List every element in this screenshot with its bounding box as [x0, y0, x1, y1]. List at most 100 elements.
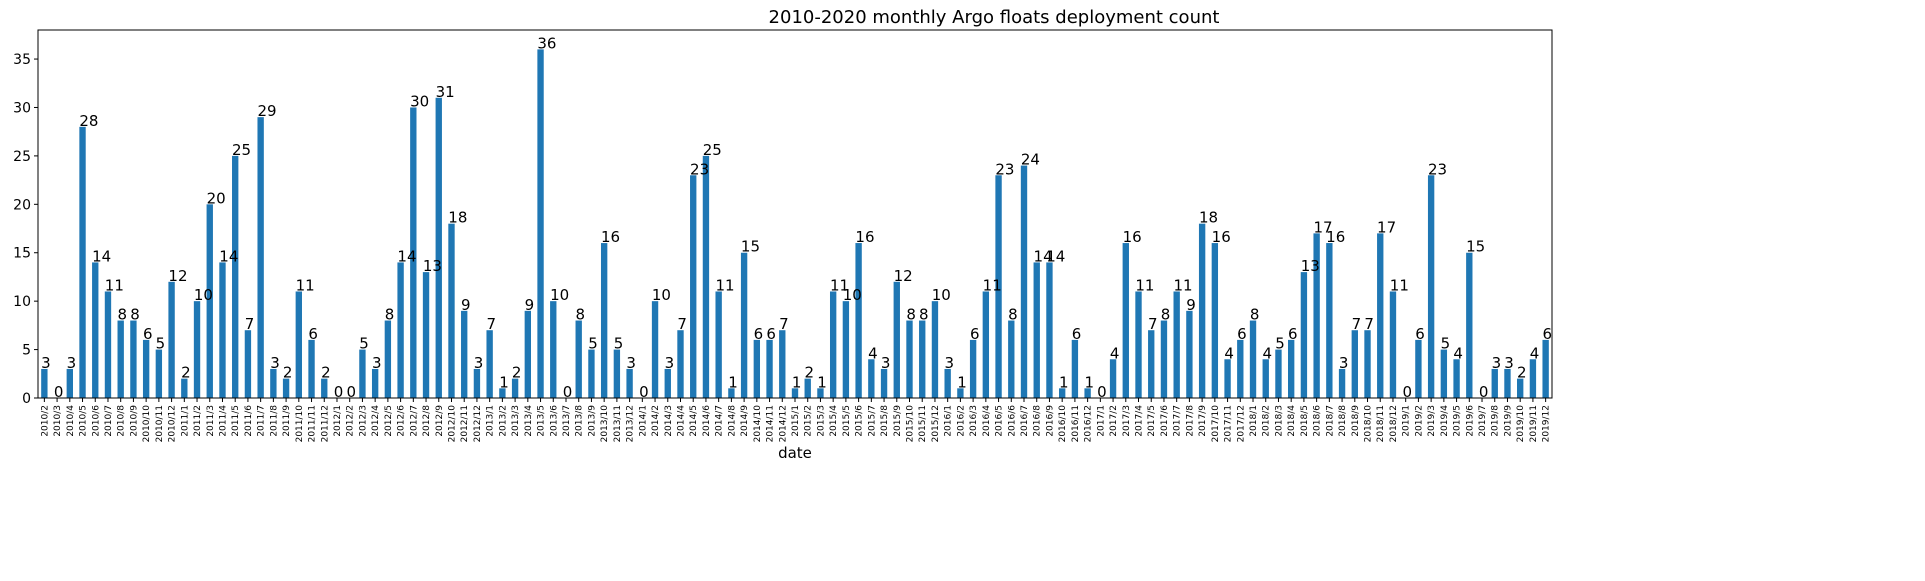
x-tick-label: 2012/1	[333, 405, 343, 437]
x-tick-label: 2011/7	[257, 405, 267, 437]
bar	[1059, 388, 1066, 398]
x-tick-label: 2018/2	[1262, 405, 1272, 437]
bar	[1529, 359, 1537, 398]
bar	[397, 262, 404, 398]
x-tick-label: 2017/12	[1236, 405, 1246, 442]
bar	[1517, 378, 1524, 398]
bar	[1198, 223, 1206, 398]
bar-value-label: 25	[703, 141, 722, 159]
x-tick-label: 2019/10	[1516, 405, 1526, 443]
x-tick-label: 2015/12	[931, 405, 941, 442]
bar-value-label: 11	[715, 276, 734, 294]
bar-value-label: 0	[1479, 383, 1489, 401]
chart-title: 2010-2020 monthly Argo floats deployment…	[769, 7, 1220, 28]
bar	[740, 252, 748, 398]
x-tick-label: 2014/8	[727, 405, 737, 437]
bar	[130, 320, 137, 398]
x-tick-label: 2018/4	[1287, 405, 1297, 437]
bar	[982, 291, 990, 398]
bar-value-label: 11	[830, 276, 849, 294]
bar	[613, 349, 621, 398]
bar-value-label: 5	[1441, 335, 1451, 353]
bar-value-label: 9	[461, 296, 471, 314]
bar-value-label: 10	[932, 286, 951, 304]
y-tick-label: 20	[13, 197, 31, 213]
bar	[1338, 368, 1346, 398]
bar-value-label: 6	[308, 325, 318, 343]
bar-value-label: 8	[130, 306, 140, 324]
x-tick-label: 2012/6	[397, 405, 407, 437]
bar	[931, 301, 939, 398]
bar-value-label: 18	[448, 209, 467, 227]
x-tick-label: 2011/11	[308, 405, 318, 442]
x-tick-label: 2013/5	[537, 405, 547, 437]
x-tick-label: 2014/9	[740, 405, 750, 437]
bar	[117, 320, 124, 398]
x-tick-label: 2015/7	[867, 405, 877, 437]
bar	[155, 349, 163, 398]
bar	[1046, 262, 1053, 398]
bar	[728, 388, 735, 398]
x-tick-label: 2013/2	[498, 405, 508, 437]
bar-value-label: 16	[855, 228, 874, 246]
x-tick-label: 2019/8	[1491, 405, 1501, 437]
bar-value-label: 6	[766, 325, 776, 343]
bar-value-label: 5	[1275, 335, 1285, 353]
bar	[804, 378, 811, 398]
x-tick-label: 2014/12	[778, 405, 788, 442]
bar	[104, 291, 112, 398]
bar-value-label: 4	[1110, 344, 1120, 362]
bar	[79, 126, 86, 398]
bar	[1427, 175, 1435, 398]
bar	[1504, 368, 1511, 398]
x-tick-label: 2013/8	[575, 405, 585, 437]
bar	[868, 359, 875, 398]
bar	[308, 339, 315, 398]
x-tick-label: 2016/4	[982, 405, 992, 437]
bar	[753, 339, 761, 398]
bar-value-label: 9	[1186, 296, 1196, 314]
y-tick-label: 10	[13, 294, 31, 310]
bar-value-label: 8	[385, 306, 395, 324]
bar-value-label: 1	[499, 373, 509, 391]
x-tick-label: 2010/8	[117, 405, 127, 437]
x-tick-label: 2018/12	[1389, 405, 1399, 442]
bar-value-label: 6	[1415, 325, 1425, 343]
bar	[371, 368, 379, 398]
x-tick-label: 2018/5	[1300, 405, 1310, 437]
x-tick-label: 2010/3	[53, 405, 63, 437]
bar-value-label: 2	[805, 364, 815, 382]
bar	[588, 349, 595, 398]
bar	[1211, 243, 1219, 398]
bar-value-label: 13	[1301, 257, 1320, 275]
bar-value-label: 20	[207, 189, 226, 207]
bar	[41, 368, 48, 398]
x-tick-label: 2018/11	[1376, 405, 1386, 442]
bar-value-label: 28	[79, 112, 98, 130]
bar-value-label: 16	[1326, 228, 1345, 246]
bar-value-label: 16	[1123, 228, 1142, 246]
bar-value-label: 0	[347, 383, 357, 401]
y-tick-label: 30	[13, 100, 31, 116]
x-tick-label: 2015/2	[804, 405, 814, 437]
x-tick-label: 2016/10	[1058, 405, 1068, 443]
bar-value-label: 24	[1021, 151, 1040, 169]
bar-value-label: 3	[626, 354, 636, 372]
x-tick-label: 2017/2	[1109, 405, 1119, 437]
x-tick-label: 2015/5	[842, 405, 852, 437]
x-tick-label: 2013/4	[524, 405, 534, 437]
plot-frame	[37, 29, 1553, 399]
x-axis-label: date	[778, 444, 812, 462]
x-tick-label: 2010/9	[129, 405, 139, 437]
bar-value-label: 8	[1008, 306, 1018, 324]
bar-value-label: 10	[550, 286, 569, 304]
bar	[651, 301, 659, 398]
bar-value-label: 1	[792, 373, 802, 391]
bar-value-label: 3	[1492, 354, 1502, 372]
bar	[321, 378, 328, 398]
x-tick-label: 2011/3	[206, 405, 216, 437]
bar	[1453, 359, 1460, 398]
x-tick-label: 2010/7	[104, 405, 114, 437]
x-tick-label: 2019/4	[1440, 405, 1450, 437]
